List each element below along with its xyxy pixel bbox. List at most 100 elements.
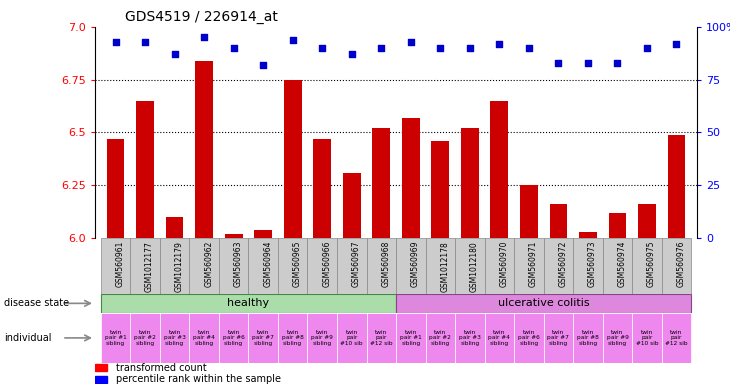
Text: twin
pair #8
sibling: twin pair #8 sibling <box>577 329 599 346</box>
Bar <box>485 313 514 363</box>
Text: disease state: disease state <box>4 298 69 308</box>
Text: percentile rank within the sample: percentile rank within the sample <box>116 374 281 384</box>
Bar <box>307 313 337 363</box>
Bar <box>313 139 331 238</box>
Bar <box>137 101 154 238</box>
Text: individual: individual <box>4 333 51 343</box>
Text: twin
pair #6
sibling: twin pair #6 sibling <box>518 329 539 346</box>
Bar <box>638 204 656 238</box>
Bar <box>372 128 390 238</box>
Bar <box>248 238 278 294</box>
Point <box>258 62 269 68</box>
Point <box>523 45 534 51</box>
Bar <box>337 313 366 363</box>
Text: twin
pair #9
sibling: twin pair #9 sibling <box>311 329 333 346</box>
Text: GSM560971: GSM560971 <box>529 241 538 287</box>
Bar <box>160 313 189 363</box>
Bar <box>307 238 337 294</box>
Bar <box>248 313 278 363</box>
Bar <box>579 232 597 238</box>
Bar <box>95 376 107 383</box>
Text: GSM560968: GSM560968 <box>381 241 391 287</box>
Point <box>582 60 593 66</box>
Text: twin
pair #6
sibling: twin pair #6 sibling <box>223 329 245 346</box>
Text: transformed count: transformed count <box>116 362 207 372</box>
Bar <box>514 238 544 294</box>
Bar <box>219 238 248 294</box>
Text: GSM560972: GSM560972 <box>558 241 567 287</box>
Bar <box>95 364 107 371</box>
Text: GDS4519 / 226914_at: GDS4519 / 226914_at <box>125 10 278 25</box>
Bar <box>573 238 603 294</box>
Text: twin
pair #4
sibling: twin pair #4 sibling <box>488 329 510 346</box>
Point <box>671 41 683 47</box>
Bar <box>337 238 366 294</box>
Text: twin
pair
#12 sib: twin pair #12 sib <box>370 329 393 346</box>
Bar <box>396 313 426 363</box>
Text: GSM560966: GSM560966 <box>322 241 331 287</box>
Text: twin
pair
#12 sib: twin pair #12 sib <box>665 329 688 346</box>
Bar <box>366 238 396 294</box>
Bar <box>661 238 691 294</box>
Bar <box>485 238 514 294</box>
Bar <box>402 118 420 238</box>
Bar <box>426 238 455 294</box>
Text: GSM560967: GSM560967 <box>352 241 361 287</box>
Bar <box>131 313 160 363</box>
Text: GSM1012180: GSM1012180 <box>470 241 479 291</box>
Point <box>493 41 505 47</box>
Bar <box>632 313 661 363</box>
Bar <box>160 238 189 294</box>
Bar <box>219 313 248 363</box>
Point <box>110 39 121 45</box>
Text: GSM560964: GSM560964 <box>264 241 272 287</box>
Bar <box>455 313 485 363</box>
Text: twin
pair #3
sibling: twin pair #3 sibling <box>164 329 185 346</box>
Bar <box>514 313 544 363</box>
Bar <box>544 313 573 363</box>
Bar <box>284 79 301 238</box>
Bar <box>396 294 691 313</box>
Bar <box>661 313 691 363</box>
Bar <box>189 238 219 294</box>
Bar <box>668 134 685 238</box>
Text: twin
pair
#10 sib: twin pair #10 sib <box>636 329 658 346</box>
Point <box>169 51 180 58</box>
Bar <box>426 313 455 363</box>
Bar <box>603 313 632 363</box>
Bar <box>603 238 632 294</box>
Text: twin
pair #8
sibling: twin pair #8 sibling <box>282 329 304 346</box>
Bar <box>225 234 242 238</box>
Point <box>139 39 151 45</box>
Bar <box>343 173 361 238</box>
Point <box>346 51 358 58</box>
Point <box>316 45 328 51</box>
Bar <box>366 313 396 363</box>
Bar <box>131 238 160 294</box>
Bar <box>491 101 508 238</box>
Bar <box>101 294 396 313</box>
Bar <box>632 238 661 294</box>
Point <box>434 45 446 51</box>
Bar <box>544 238 573 294</box>
Text: GSM560976: GSM560976 <box>677 241 685 287</box>
Bar <box>455 238 485 294</box>
Text: twin
pair #7
sibling: twin pair #7 sibling <box>548 329 569 346</box>
Bar <box>166 217 183 238</box>
Bar <box>573 313 603 363</box>
Point <box>199 34 210 40</box>
Bar <box>254 230 272 238</box>
Point <box>553 60 564 66</box>
Text: GSM560962: GSM560962 <box>204 241 213 287</box>
Bar <box>431 141 449 238</box>
Text: ulcerative colitis: ulcerative colitis <box>498 298 589 308</box>
Bar <box>101 313 131 363</box>
Point <box>405 39 417 45</box>
Text: GSM560973: GSM560973 <box>588 241 597 287</box>
Text: GSM560974: GSM560974 <box>618 241 626 287</box>
Bar <box>101 238 131 294</box>
Text: twin
pair
#10 sib: twin pair #10 sib <box>340 329 363 346</box>
Text: GSM560963: GSM560963 <box>234 241 242 287</box>
Bar <box>107 139 124 238</box>
Point <box>287 36 299 43</box>
